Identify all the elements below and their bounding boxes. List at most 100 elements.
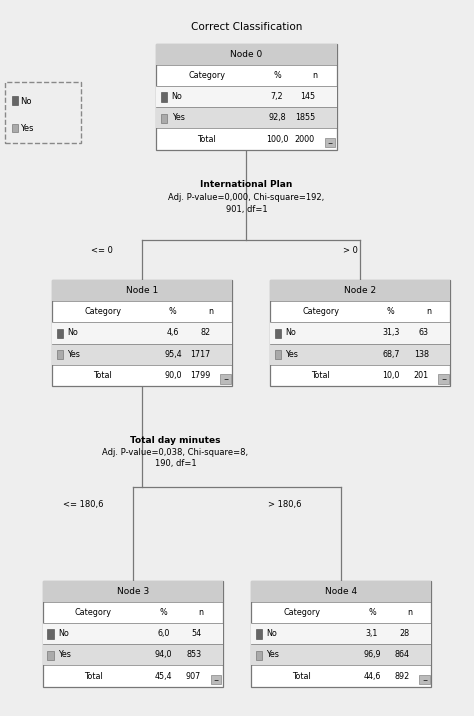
Text: Node 2: Node 2 xyxy=(344,286,376,295)
Bar xyxy=(251,623,431,644)
Text: Category: Category xyxy=(283,608,320,617)
Text: No: No xyxy=(285,329,296,337)
Text: No: No xyxy=(266,629,277,638)
Bar xyxy=(156,44,337,65)
Bar xyxy=(275,329,281,338)
Text: 90,0: 90,0 xyxy=(164,371,182,379)
Bar xyxy=(161,92,167,102)
Bar xyxy=(57,329,63,338)
Bar xyxy=(52,344,232,364)
Text: 45,4: 45,4 xyxy=(155,672,172,680)
Text: 1799: 1799 xyxy=(190,371,210,379)
Text: 4,6: 4,6 xyxy=(167,329,179,337)
Text: 7,2: 7,2 xyxy=(271,92,283,101)
Text: Total: Total xyxy=(311,371,330,379)
Text: Node 0: Node 0 xyxy=(230,50,263,59)
Text: 68,7: 68,7 xyxy=(382,349,400,359)
FancyBboxPatch shape xyxy=(270,280,450,386)
Text: 96,9: 96,9 xyxy=(363,650,381,659)
Text: −: − xyxy=(213,677,219,682)
Text: −: − xyxy=(441,377,447,382)
Text: Yes: Yes xyxy=(172,113,184,122)
Bar xyxy=(57,350,63,359)
Text: 63: 63 xyxy=(419,329,428,337)
Bar xyxy=(211,675,221,684)
Text: Total: Total xyxy=(93,371,112,379)
Bar xyxy=(251,644,431,665)
Text: n: n xyxy=(199,608,204,617)
Text: <= 0: <= 0 xyxy=(91,246,113,255)
Text: 100,0: 100,0 xyxy=(266,135,288,143)
Text: Yes: Yes xyxy=(266,650,279,659)
Text: 190, df=1: 190, df=1 xyxy=(155,460,196,468)
Text: Node 1: Node 1 xyxy=(126,286,158,295)
Text: 1717: 1717 xyxy=(191,349,210,359)
Text: %: % xyxy=(159,608,167,617)
Bar xyxy=(52,322,232,344)
FancyBboxPatch shape xyxy=(251,581,431,687)
Text: 6,0: 6,0 xyxy=(157,629,170,638)
Text: n: n xyxy=(208,307,213,316)
Bar xyxy=(256,651,262,660)
Text: Yes: Yes xyxy=(20,124,34,133)
Bar xyxy=(156,107,337,128)
Text: 82: 82 xyxy=(201,329,210,337)
Text: 31,3: 31,3 xyxy=(382,329,400,337)
Bar xyxy=(438,374,449,384)
Text: 94,0: 94,0 xyxy=(155,650,172,659)
Bar xyxy=(156,86,337,107)
Text: 145: 145 xyxy=(300,92,315,101)
Text: Total: Total xyxy=(292,672,311,680)
Text: Node 4: Node 4 xyxy=(325,587,357,596)
FancyBboxPatch shape xyxy=(5,82,81,143)
Text: Correct Classification: Correct Classification xyxy=(191,22,302,32)
Text: 1855: 1855 xyxy=(295,113,315,122)
Text: 54: 54 xyxy=(191,629,201,638)
Text: n: n xyxy=(407,608,412,617)
Text: Node 3: Node 3 xyxy=(117,587,149,596)
Bar xyxy=(12,124,18,132)
Text: <= 180,6: <= 180,6 xyxy=(63,500,103,509)
Text: %: % xyxy=(387,307,395,316)
Text: Yes: Yes xyxy=(58,650,71,659)
Text: %: % xyxy=(273,71,281,80)
Bar xyxy=(220,374,231,384)
Text: −: − xyxy=(422,677,428,682)
Text: Adj. P-value=0,038, Chi-square=8,: Adj. P-value=0,038, Chi-square=8, xyxy=(102,448,248,457)
Text: 853: 853 xyxy=(186,650,201,659)
Text: Yes: Yes xyxy=(67,349,80,359)
Text: 2000: 2000 xyxy=(295,135,315,143)
Text: 95,4: 95,4 xyxy=(164,349,182,359)
Bar xyxy=(270,280,450,301)
Text: 10,0: 10,0 xyxy=(382,371,400,379)
Bar xyxy=(12,96,18,105)
Text: 907: 907 xyxy=(186,672,201,680)
Text: Adj. P-value=0,000, Chi-square=192,: Adj. P-value=0,000, Chi-square=192, xyxy=(168,193,325,202)
Text: 138: 138 xyxy=(414,349,428,359)
Bar xyxy=(47,629,54,639)
Bar xyxy=(52,280,232,301)
Text: Total: Total xyxy=(84,672,102,680)
Text: No: No xyxy=(58,629,69,638)
Text: n: n xyxy=(426,307,431,316)
Bar xyxy=(161,114,167,123)
Text: 201: 201 xyxy=(413,371,428,379)
Text: Total day minutes: Total day minutes xyxy=(130,436,220,445)
Text: −: − xyxy=(327,140,333,145)
Bar xyxy=(270,344,450,364)
FancyBboxPatch shape xyxy=(52,280,232,386)
Text: Yes: Yes xyxy=(285,349,298,359)
Text: 44,6: 44,6 xyxy=(363,672,381,680)
Text: Category: Category xyxy=(74,608,111,617)
Text: Category: Category xyxy=(188,71,225,80)
Text: Category: Category xyxy=(302,307,339,316)
Text: 901, df=1: 901, df=1 xyxy=(226,205,267,213)
Bar xyxy=(43,644,223,665)
Text: > 0: > 0 xyxy=(343,246,358,255)
FancyBboxPatch shape xyxy=(156,44,337,150)
Bar xyxy=(419,675,430,684)
FancyBboxPatch shape xyxy=(43,581,223,687)
Text: International Plan: International Plan xyxy=(201,180,292,189)
Bar xyxy=(270,322,450,344)
Text: Total: Total xyxy=(198,135,216,143)
